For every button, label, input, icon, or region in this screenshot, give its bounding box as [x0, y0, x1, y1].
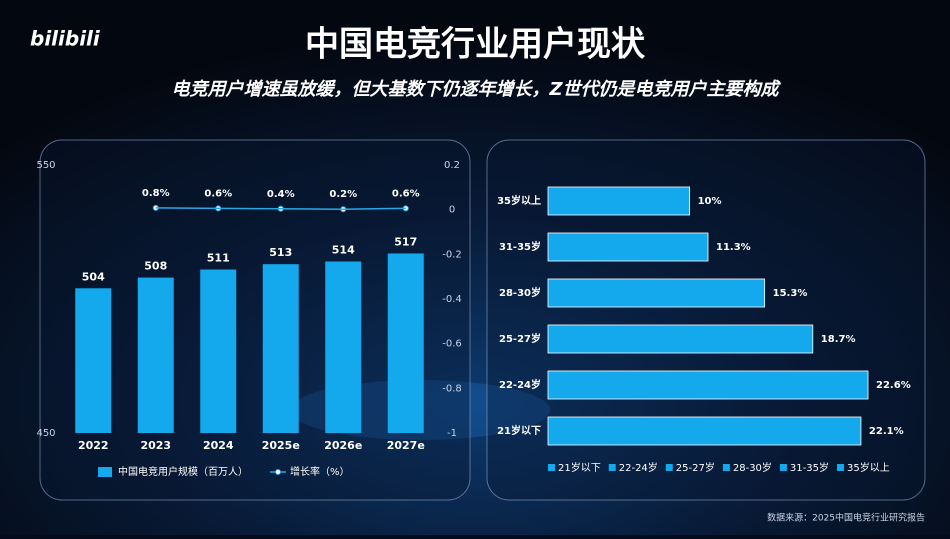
legend-label: 31-35岁 — [790, 461, 829, 474]
y-tick-label: 550 — [36, 160, 55, 171]
data-label: 15.3% — [773, 288, 808, 299]
bar — [325, 261, 362, 433]
legend-swatch — [779, 464, 787, 471]
data-label: 10% — [698, 196, 722, 207]
y-tick-label: 31-35岁 — [499, 240, 541, 253]
legend-label: 中国电竞用户规模（百万人） — [118, 465, 248, 478]
x-tick-label: 2023 — [140, 439, 171, 452]
legend-dot — [275, 469, 281, 475]
source: 数据来源：2025中国电竞行业研究报告 — [767, 512, 925, 524]
y2-tick-label: -0.6 — [442, 339, 462, 350]
legend-swatch — [665, 464, 673, 471]
legend-label: 22-24岁 — [619, 461, 658, 474]
data-label: 18.7% — [821, 334, 856, 345]
data-label: 514 — [332, 243, 355, 256]
y2-tick-label: -0.2 — [442, 249, 462, 260]
data-label: 0.6% — [392, 188, 420, 199]
bar — [137, 277, 174, 433]
x-tick-label: 2026e — [324, 439, 362, 452]
y-tick-label: 35岁以上 — [497, 194, 541, 207]
y2-tick-label: -0.8 — [442, 383, 462, 394]
title: 中国电竞行业用户现状 — [305, 25, 646, 65]
bar — [262, 264, 299, 433]
data-label: 517 — [394, 235, 417, 248]
legend-swatch — [98, 467, 112, 477]
data-label: 22.6% — [876, 380, 911, 391]
legend-label: 增长率（%） — [290, 465, 350, 478]
data-label: 504 — [82, 270, 105, 283]
x-tick-label: 2025e — [262, 439, 300, 452]
bar — [547, 278, 766, 308]
data-label: 511 — [207, 252, 230, 265]
legend-label: 21岁以下 — [558, 461, 601, 474]
bar — [547, 416, 862, 446]
legend-label: 25-27岁 — [676, 461, 715, 474]
bar — [200, 269, 237, 433]
y-tick-label: 28-30岁 — [499, 286, 541, 299]
y-tick-label: 25-27岁 — [499, 332, 541, 345]
logo: bilibili — [30, 27, 101, 51]
y2-tick-label: 0 — [449, 205, 455, 216]
bar — [547, 370, 869, 400]
data-label: 0.8% — [142, 188, 170, 199]
data-label: 0.6% — [204, 188, 232, 199]
bar — [547, 186, 691, 216]
y2-tick-label: 0.2 — [444, 160, 460, 171]
data-label: 0.2% — [329, 189, 357, 200]
y-tick-label: 450 — [36, 428, 55, 439]
bar — [547, 232, 709, 262]
legend-swatch — [608, 464, 616, 471]
data-label: 22.1% — [869, 426, 904, 437]
legend-swatch — [836, 464, 844, 471]
legend-label: 35岁以上 — [847, 461, 890, 474]
data-label: 513 — [269, 246, 292, 259]
y-tick-label: 21岁以下 — [497, 424, 541, 437]
x-tick-label: 2022 — [78, 439, 109, 452]
bar — [75, 288, 112, 433]
growth-line — [155, 207, 406, 210]
data-label: 0.4% — [267, 189, 295, 200]
legend-swatch — [548, 464, 555, 471]
y2-tick-label: -1 — [447, 428, 457, 439]
legend-label: 28-30岁 — [733, 461, 772, 474]
subtitle: 电竞用户增速虽放缓，但大基数下仍逐年增长，Z世代仍是电竞用户主要构成 — [171, 79, 781, 100]
x-tick-label: 2027e — [387, 439, 425, 452]
data-label: 508 — [144, 260, 167, 273]
data-label: 11.3% — [716, 242, 751, 253]
y-tick-label: 22-24岁 — [499, 378, 541, 391]
bar — [387, 253, 424, 433]
legend-swatch — [722, 464, 730, 471]
y2-tick-label: -0.4 — [442, 294, 462, 305]
x-tick-label: 2024 — [203, 439, 234, 452]
right-panel — [486, 139, 926, 501]
bar — [547, 324, 814, 354]
